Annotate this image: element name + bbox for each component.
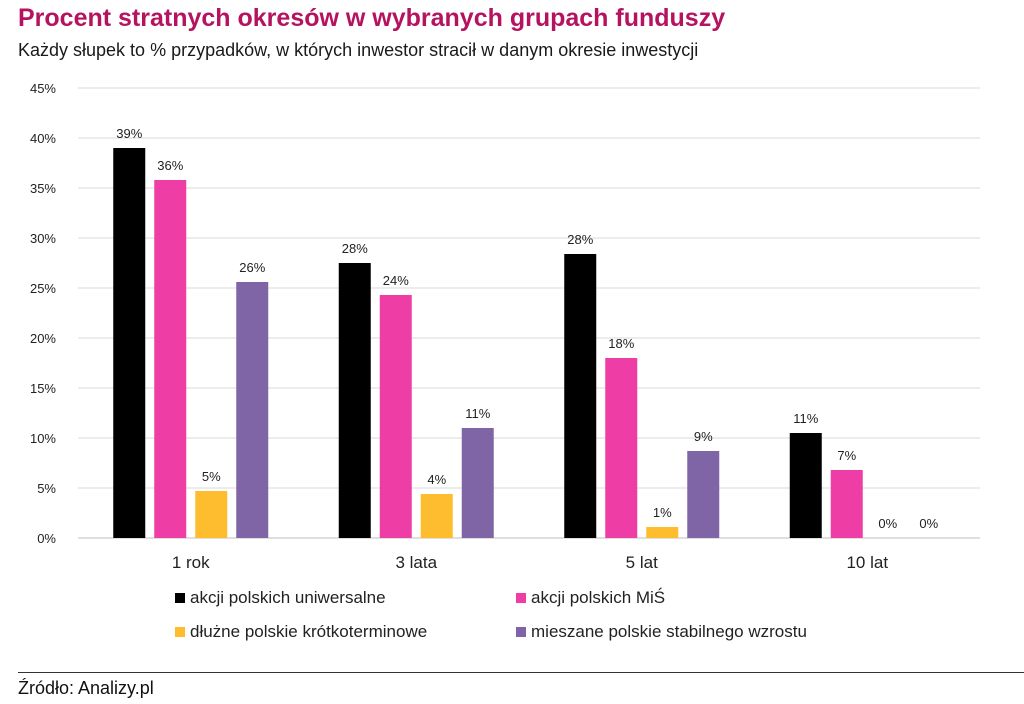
legend-label: mieszane polskie stabilnego wzrostu	[531, 622, 807, 641]
bar	[113, 148, 146, 538]
bar-value-label: 28%	[567, 232, 593, 247]
bar-value-label: 36%	[157, 158, 183, 173]
y-tick-label: 15%	[30, 381, 56, 396]
bar	[236, 282, 269, 538]
source-note: Źródło: Analizy.pl	[18, 678, 154, 698]
bar	[605, 358, 638, 538]
legend-swatch	[175, 627, 185, 637]
x-category-label: 1 rok	[172, 553, 210, 572]
bar-value-label: 39%	[116, 126, 142, 141]
y-tick-label: 45%	[30, 81, 56, 96]
legend-swatch	[516, 593, 526, 603]
bar	[687, 451, 720, 538]
bar-value-label: 11%	[793, 411, 818, 426]
bar-chart: 0% 5% 10% 15% 20% 25% 30% 35% 40% 45% 39% 36% 5% 26% 1…	[30, 81, 980, 641]
bar-value-label: 26%	[239, 260, 265, 275]
bar-value-label: 24%	[383, 273, 409, 288]
legend-swatch	[175, 593, 185, 603]
bar-value-label: 7%	[837, 448, 856, 463]
y-tick-label: 5%	[37, 481, 56, 496]
y-tick-label: 0%	[37, 531, 56, 546]
bar-value-label: 5%	[202, 469, 221, 484]
y-tick-label: 10%	[30, 431, 56, 446]
y-tick-label: 40%	[30, 131, 56, 146]
bar-value-label: 0%	[878, 516, 897, 531]
chart-subtitle: Każdy słupek to % przypadków, w których …	[18, 40, 699, 60]
bar	[461, 428, 494, 538]
y-tick-label: 20%	[30, 331, 56, 346]
bar	[379, 295, 412, 538]
bar-value-label: 9%	[694, 429, 713, 444]
y-tick-label: 25%	[30, 281, 56, 296]
x-category-label: 3 lata	[395, 553, 437, 572]
bar	[789, 433, 822, 538]
bar-value-label: 1%	[653, 505, 672, 520]
bar-value-label: 18%	[608, 336, 634, 351]
bar-value-label: 4%	[427, 472, 446, 487]
legend-label: akcji polskich MiŚ	[531, 588, 665, 607]
bar	[420, 494, 453, 538]
legend-label: akcji polskich uniwersalne	[190, 588, 386, 607]
bar	[564, 254, 597, 538]
chart-title: Procent stratnych okresów w wybranych gr…	[18, 4, 726, 32]
legend-label: dłużne polskie krótkoterminowe	[190, 622, 427, 641]
y-tick-label: 35%	[30, 181, 56, 196]
y-tick-label: 30%	[30, 231, 56, 246]
bar	[830, 470, 863, 538]
bar	[154, 180, 187, 538]
x-category-label: 5 lat	[626, 553, 658, 572]
legend-swatch	[516, 627, 526, 637]
bar-value-label: 0%	[919, 516, 938, 531]
bar	[646, 527, 679, 538]
footer-divider	[18, 672, 1024, 673]
bar	[338, 263, 371, 538]
bar-value-label: 11%	[465, 406, 490, 421]
bar-value-label: 28%	[342, 241, 368, 256]
x-category-label: 10 lat	[846, 553, 888, 572]
bar	[195, 491, 228, 538]
